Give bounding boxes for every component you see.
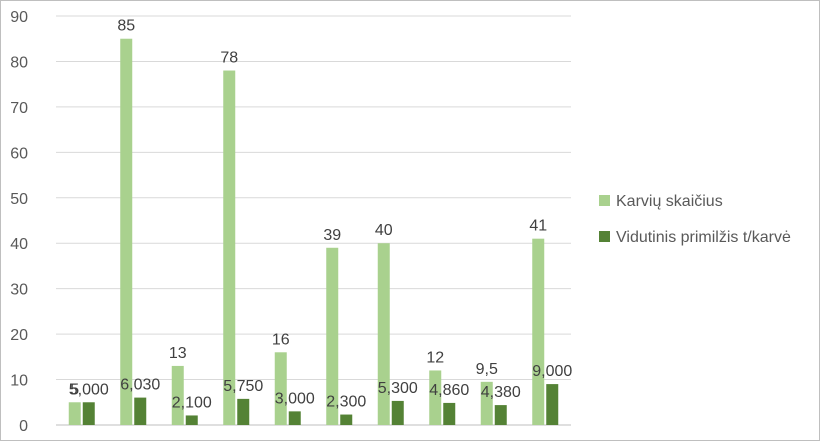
data-label-vidutinis-primilzis: 6,030 — [120, 377, 160, 394]
data-label-vidutinis-primilzis: 5,300 — [378, 380, 418, 397]
y-tick-label: 30 — [10, 282, 28, 299]
bar-karviu-skaicius — [274, 352, 287, 425]
data-label-karviu-skaicius: 78 — [220, 50, 238, 67]
bar-vidutinis-primilzis — [340, 414, 353, 425]
bar-karviu-skaicius — [68, 402, 81, 425]
bar-vidutinis-primilzis — [443, 402, 456, 425]
data-label-vidutinis-primilzis: 5,750 — [223, 378, 263, 395]
data-label-vidutinis-primilzis: 4,380 — [481, 384, 521, 401]
legend-swatch — [599, 195, 610, 206]
legend-swatch — [599, 231, 610, 242]
data-labels: 55,000 85 6,030 13 2,100 78 5,750 16 3,000 39 2,30… — [69, 18, 573, 412]
data-label-vidutinis-primilzis: 9,000 — [532, 363, 572, 380]
bar-karviu-skaicius — [429, 370, 442, 425]
data-label-karviu-skaicius: 40 — [375, 222, 393, 239]
bar-vidutinis-primilzis — [134, 397, 147, 425]
bar-karviu-skaicius — [377, 243, 390, 425]
bar-karviu-skaicius — [326, 247, 339, 425]
bar-vidutinis-primilzis — [391, 400, 404, 425]
data-label-karviu-skaicius: 16 — [272, 331, 290, 348]
bar-vidutinis-primilzis — [494, 405, 507, 425]
data-label-karviu-skaicius: 39 — [323, 227, 341, 244]
bar-karviu-skaicius — [120, 38, 133, 425]
data-label-vidutinis-primilzis: 4,860 — [429, 382, 469, 399]
y-tick-label: 80 — [10, 54, 28, 71]
legend-label: Karvių skaičius — [616, 193, 723, 210]
y-tick-label: 60 — [10, 145, 28, 162]
y-axis: 0 10 20 30 40 50 60 70 80 90 — [10, 9, 28, 435]
bar-karviu-skaicius — [532, 238, 545, 425]
bar-vidutinis-primilzis — [546, 384, 559, 425]
data-label-karviu-skaicius: 9,5 — [476, 361, 498, 378]
data-label-vidutinis-primilzis: 5,000 — [69, 381, 109, 398]
y-tick-label: 20 — [10, 327, 28, 344]
data-label-karviu-skaicius: 85 — [117, 18, 135, 35]
y-tick-label: 50 — [10, 191, 28, 208]
gridlines — [56, 15, 571, 426]
data-label-vidutinis-primilzis: 2,300 — [326, 394, 366, 411]
bar-karviu-skaicius — [223, 70, 236, 426]
y-tick-label: 0 — [19, 418, 28, 435]
bar-vidutinis-primilzis — [237, 398, 250, 425]
bar-karviu-skaicius — [171, 365, 184, 425]
data-label-vidutinis-primilzis: 2,100 — [172, 394, 212, 411]
bar-vidutinis-primilzis — [185, 415, 198, 425]
data-label-karviu-skaicius: 5 — [70, 381, 79, 398]
y-tick-label: 70 — [10, 100, 28, 117]
y-tick-label: 90 — [10, 9, 28, 26]
y-tick-label: 40 — [10, 236, 28, 253]
data-label-karviu-skaicius: 41 — [529, 218, 547, 235]
data-label-vidutinis-primilzis: 3,000 — [275, 390, 315, 407]
bar-karviu-skaicius — [480, 381, 493, 425]
bars — [68, 38, 559, 426]
legend-label: Vidutinis primilžis t/karvė — [616, 229, 791, 246]
data-label-karviu-skaicius: 12 — [426, 349, 444, 366]
y-tick-label: 10 — [10, 373, 28, 390]
bar-vidutinis-primilzis — [288, 411, 301, 425]
data-label-karviu-skaicius: 13 — [169, 345, 187, 362]
bar-vidutinis-primilzis — [82, 402, 95, 425]
legend: Karvių skaičius Vidutinis primilžis t/kar… — [599, 193, 791, 246]
